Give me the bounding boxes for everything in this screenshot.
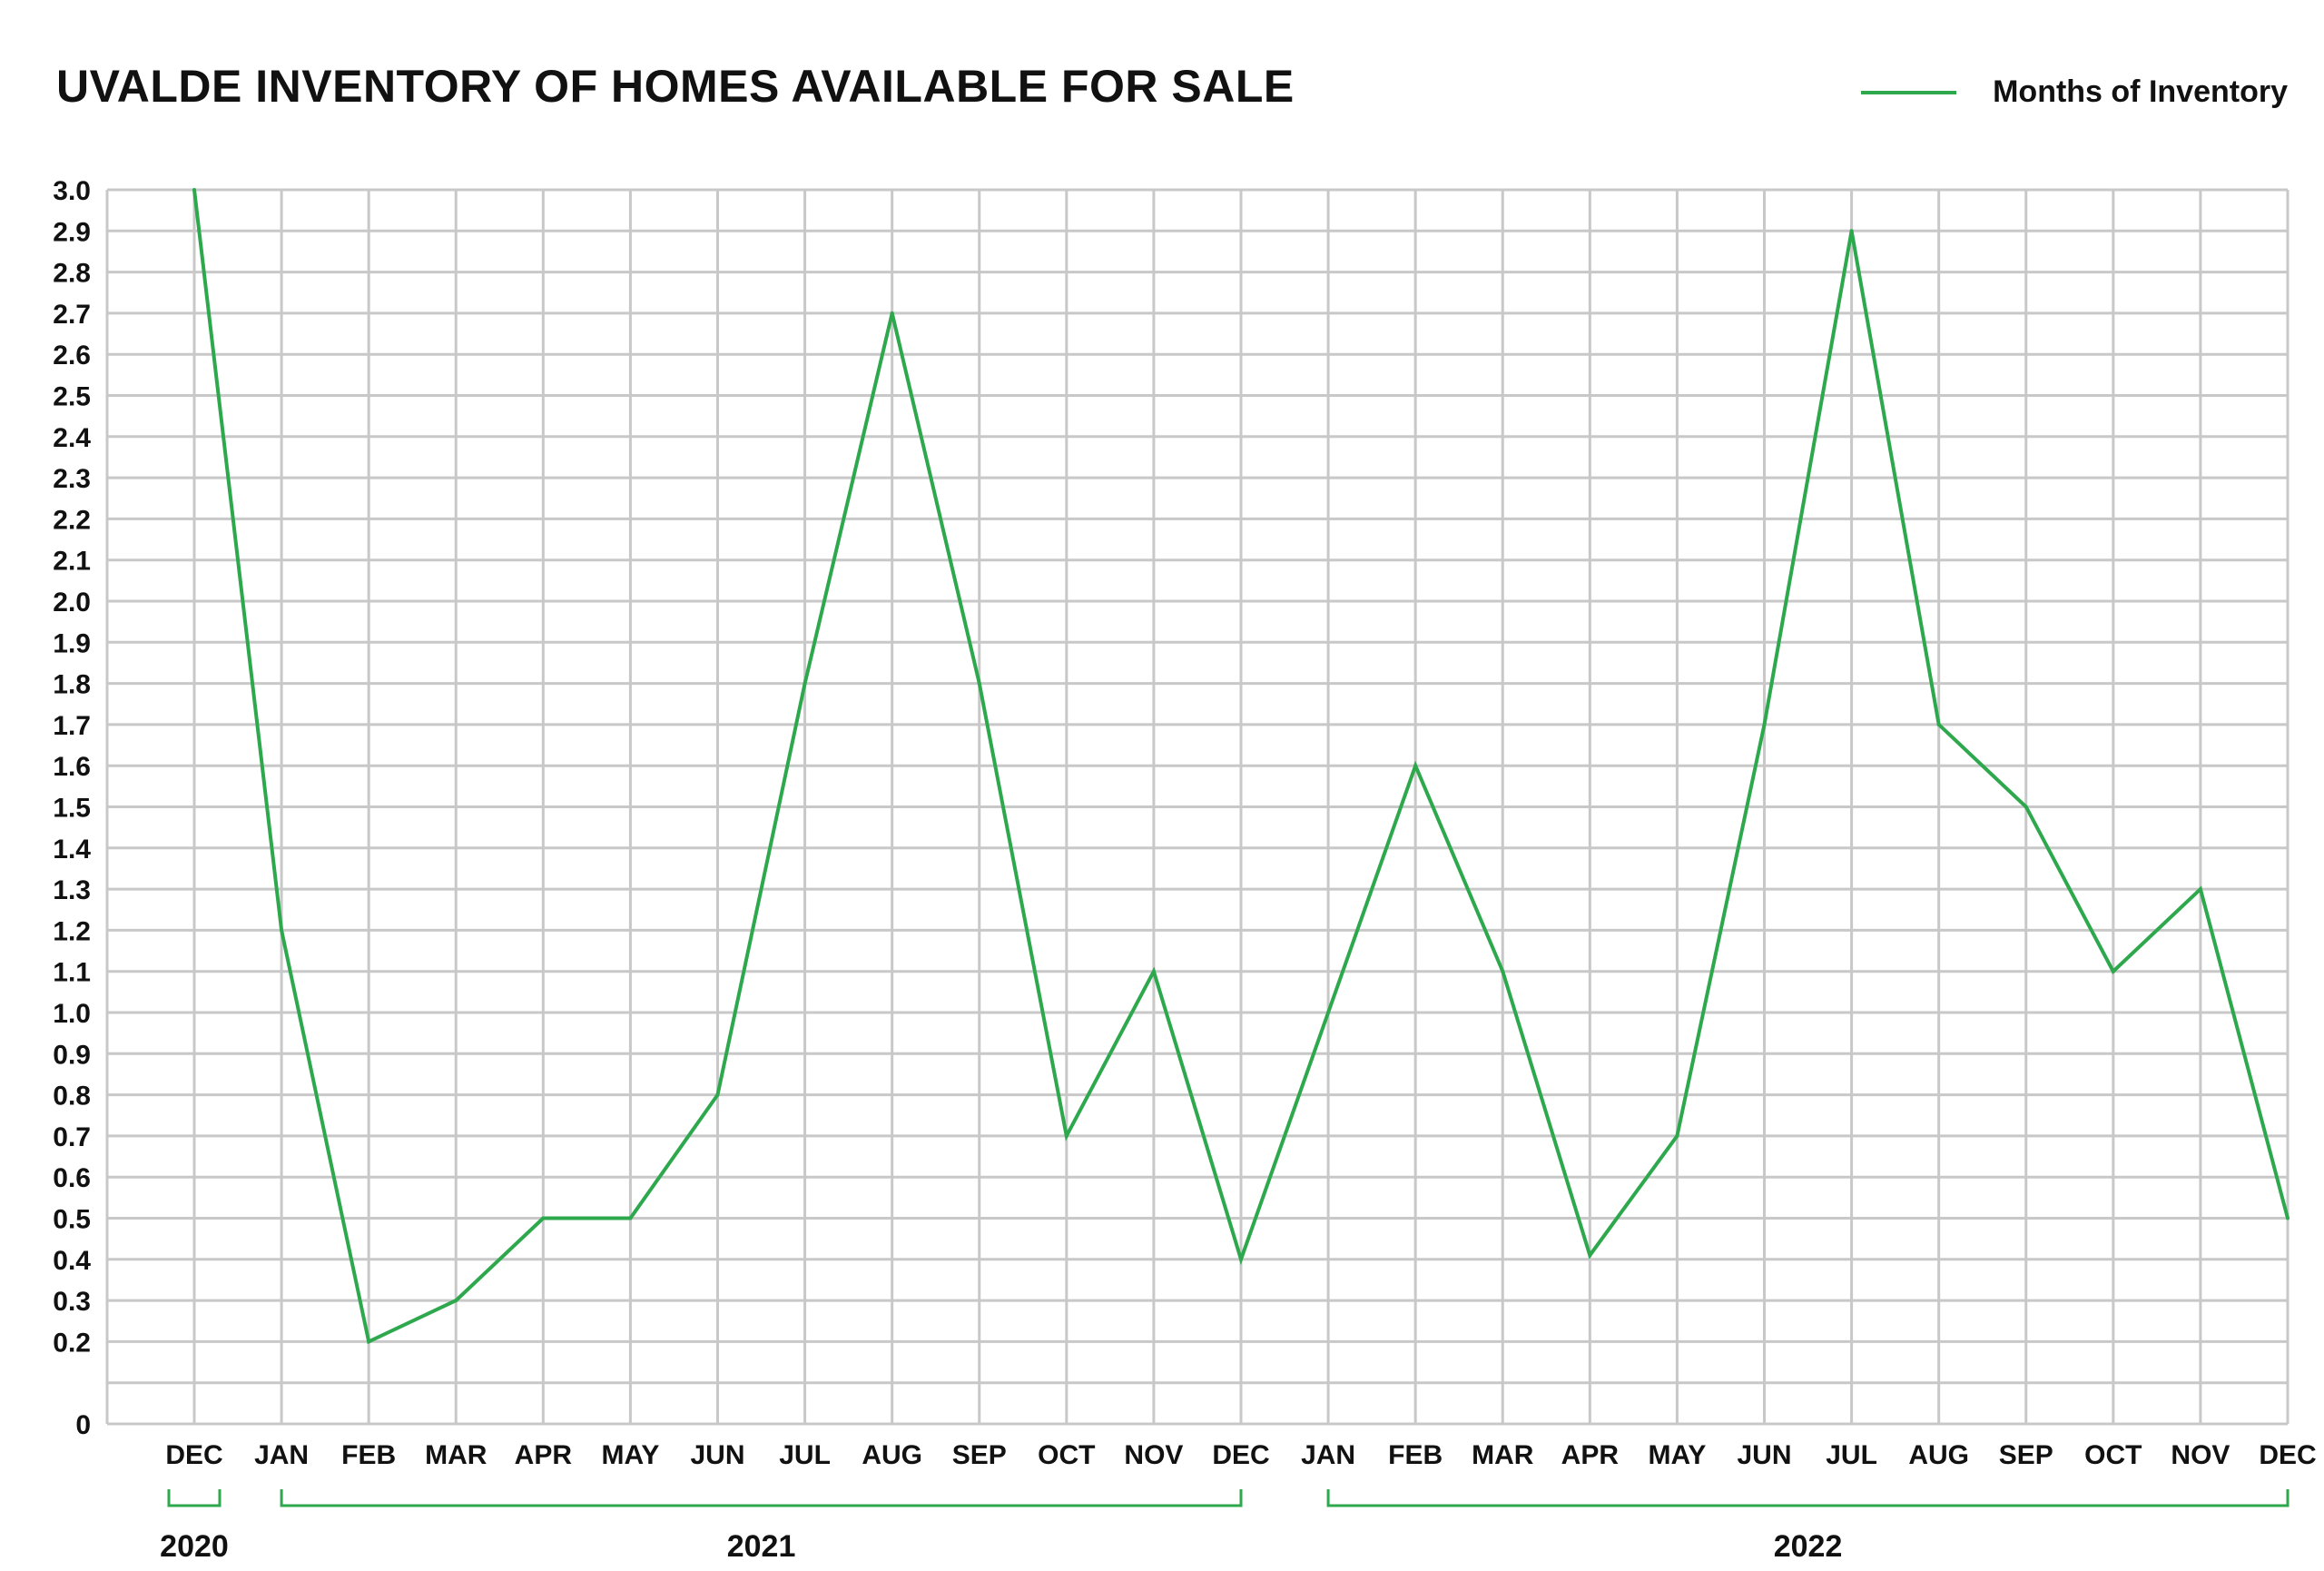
data-point: [1849, 229, 1854, 233]
y-tick-label: 1.2: [53, 916, 91, 946]
data-point: [715, 1092, 720, 1097]
data-point: [541, 1216, 546, 1220]
data-point: [2024, 805, 2028, 809]
x-tick-label: MAR: [425, 1440, 487, 1470]
legend: Months of Inventory: [1861, 74, 2288, 110]
x-tick-label: JUN: [690, 1440, 744, 1470]
y-tick-label: 0.7: [53, 1122, 91, 1152]
y-tick-label: 2.5: [53, 382, 91, 412]
y-tick-label: 0: [75, 1410, 91, 1440]
data-point: [2111, 969, 2115, 973]
data-point: [1501, 969, 1505, 973]
data-point: [1588, 1253, 1592, 1258]
year-bracket: [167, 1489, 222, 1507]
data-point: [1936, 722, 1941, 726]
data-point: [1762, 722, 1767, 726]
x-tick-label: MAY: [1648, 1440, 1706, 1470]
x-tick-label: FEB: [1388, 1440, 1443, 1470]
y-tick-label: 2.4: [53, 423, 91, 453]
y-tick-label: 2.6: [53, 341, 91, 371]
y-tick-label: 2.1: [53, 547, 91, 577]
x-tick-label: MAR: [1472, 1440, 1534, 1470]
y-tick-label: 1.5: [53, 794, 91, 824]
data-point: [367, 1339, 371, 1344]
x-tick-label: AUG: [862, 1440, 922, 1470]
year-bracket: [1326, 1489, 2290, 1507]
x-tick-label: JUL: [1826, 1440, 1877, 1470]
year-label: 2020: [160, 1529, 229, 1564]
y-tick-label: 0.9: [53, 1040, 91, 1070]
data-point: [192, 188, 196, 192]
y-tick-label: 1.7: [53, 711, 91, 741]
y-tick-label: 1.8: [53, 670, 91, 700]
year-label: 2021: [727, 1529, 796, 1564]
y-tick-label: 2.0: [53, 588, 91, 618]
x-tick-label: APR: [1561, 1440, 1620, 1470]
year-bracket: [280, 1489, 1243, 1507]
x-tick-label: AUG: [1908, 1440, 1969, 1470]
y-tick-label: 2.2: [53, 505, 91, 535]
x-tick-label: DEC: [165, 1440, 222, 1470]
y-tick-label: 1.1: [53, 958, 91, 988]
x-tick-label: MAY: [601, 1440, 659, 1470]
data-point: [1064, 1133, 1068, 1138]
y-tick-label: 3.0: [53, 176, 91, 206]
x-tick-label: APR: [515, 1440, 573, 1470]
y-tick-label: 0.2: [53, 1328, 91, 1358]
x-tick-label: FEB: [341, 1440, 396, 1470]
x-tick-label: SEP: [952, 1440, 1007, 1470]
x-tick-label: DEC: [2259, 1440, 2316, 1470]
data-point: [1675, 1133, 1679, 1138]
y-tick-label: 2.9: [53, 217, 91, 247]
data-point: [2286, 1216, 2290, 1220]
y-tick-label: 2.3: [53, 464, 91, 494]
y-tick-label: 0.6: [53, 1163, 91, 1193]
x-tick-label: OCT: [1038, 1440, 1095, 1470]
year-label: 2022: [1774, 1529, 1843, 1564]
y-tick-label: 0.4: [53, 1246, 91, 1276]
data-point: [1239, 1257, 1243, 1261]
data-point: [1151, 969, 1156, 973]
legend-label-months-of-inventory: Months of Inventory: [1993, 74, 2288, 109]
y-tick-label: 1.9: [53, 628, 91, 658]
x-tick-label: JAN: [254, 1440, 309, 1470]
y-tick-label: 2.8: [53, 259, 91, 289]
chart-title: UVALDE INVENTORY OF HOMES AVAILABLE FOR …: [56, 61, 1295, 112]
x-tick-label: DEC: [1212, 1440, 1269, 1470]
data-point: [803, 681, 807, 686]
x-tick-label: JAN: [1301, 1440, 1355, 1470]
y-tick-label: 2.7: [53, 300, 91, 330]
data-point: [280, 928, 284, 933]
data-point: [977, 681, 981, 686]
legend-swatch-months-of-inventory: [1861, 90, 1957, 94]
x-tick-label: JUN: [1737, 1440, 1791, 1470]
data-point: [628, 1216, 633, 1220]
x-tick-label: NOV: [1124, 1440, 1183, 1470]
y-tick-label: 0.3: [53, 1287, 91, 1317]
x-tick-label: JUL: [779, 1440, 831, 1470]
data-point: [454, 1299, 458, 1303]
data-point: [1326, 1011, 1331, 1014]
x-tick-label: SEP: [1999, 1440, 2053, 1470]
y-tick-label: 1.4: [53, 835, 91, 865]
y-tick-label: 1.3: [53, 875, 91, 905]
y-tick-label: 0.8: [53, 1082, 91, 1112]
data-point: [1413, 764, 1418, 768]
x-tick-label: OCT: [2084, 1440, 2142, 1470]
y-tick-label: 1.0: [53, 999, 91, 1029]
y-tick-label: 0.5: [53, 1205, 91, 1235]
y-tick-label: 1.6: [53, 752, 91, 782]
data-point: [890, 311, 894, 315]
data-point: [2198, 887, 2202, 892]
x-tick-label: NOV: [2171, 1440, 2230, 1470]
